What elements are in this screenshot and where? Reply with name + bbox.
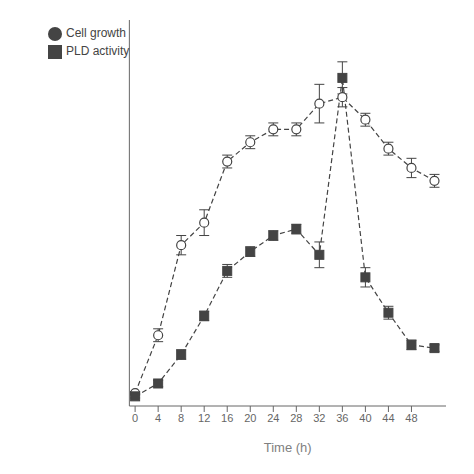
svg-text:4: 4 [155, 412, 161, 424]
svg-text:8: 8 [178, 412, 184, 424]
html-text:Cell growth: Cell growth [66, 26, 126, 40]
svg-text:44: 44 [382, 412, 394, 424]
svg-text:48: 48 [405, 412, 417, 424]
svg-text:0: 0 [132, 412, 138, 424]
svg-text:28: 28 [290, 412, 302, 424]
svg-text:40: 40 [359, 412, 371, 424]
svg-text:16: 16 [221, 412, 233, 424]
svg-text:12: 12 [198, 412, 210, 424]
svg-text:32: 32 [313, 412, 325, 424]
svg-text:24: 24 [267, 412, 279, 424]
html-text:PLD activity: PLD activity [66, 44, 130, 58]
svg-text:20: 20 [244, 412, 256, 424]
svg-text:36: 36 [336, 412, 348, 424]
svg-text:Time (h): Time (h) [264, 440, 312, 455]
